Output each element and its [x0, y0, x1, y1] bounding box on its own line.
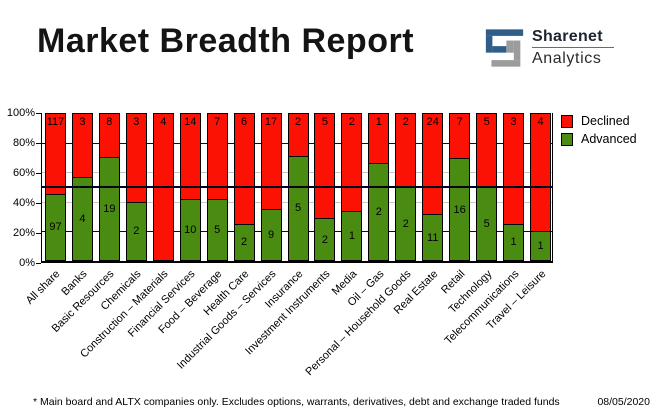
declined-value: 3	[510, 116, 517, 128]
advanced-segment: 1	[504, 223, 524, 260]
legend-label-advanced: Advanced	[581, 132, 637, 146]
footer: * Main board and ALTX companies only. Ex…	[33, 396, 650, 408]
advanced-value: 1	[537, 239, 544, 252]
footnote: * Main board and ALTX companies only. Ex…	[33, 396, 560, 408]
logo-text: Sharenet Analytics	[532, 26, 614, 70]
declined-value: 3	[79, 116, 86, 128]
y-tick	[36, 173, 41, 174]
declined-value: 17	[264, 116, 278, 128]
y-tick	[36, 203, 41, 204]
advanced-value: 2	[402, 218, 409, 230]
report-date: 08/05/2020	[597, 396, 650, 408]
advanced-value: 10	[184, 224, 197, 237]
advanced-value: 16	[453, 203, 466, 216]
advanced-segment: 2	[315, 218, 335, 260]
legend-item-advanced: Advanced	[561, 132, 637, 146]
advanced-value: 97	[49, 221, 62, 234]
advanced-value: 5	[214, 224, 221, 237]
y-label-60pct: 60%	[12, 167, 35, 179]
declined-swatch	[561, 114, 573, 128]
declined-value: 2	[348, 116, 355, 128]
legend-item-declined: Declined	[561, 114, 637, 128]
declined-value: 5	[483, 116, 490, 128]
declined-value: 3	[133, 116, 140, 128]
declined-value: 2	[294, 116, 302, 128]
advanced-segment: 2	[396, 187, 416, 260]
advanced-segment: 2	[126, 201, 146, 260]
declined-value: 117	[46, 116, 65, 128]
y-label-20pct: 20%	[12, 227, 35, 239]
advanced-segment: 10	[180, 199, 200, 260]
advanced-swatch	[561, 132, 573, 146]
advanced-value: 1	[348, 230, 355, 243]
advanced-value: 2	[133, 225, 140, 238]
advanced-segment: 1	[531, 230, 551, 260]
declined-value: 7	[214, 116, 221, 128]
fifty-percent-line	[41, 186, 553, 188]
advanced-value: 19	[103, 203, 116, 216]
declined-value: 5	[321, 116, 328, 128]
advanced-segment: 2	[369, 162, 389, 260]
advanced-value: 2	[241, 236, 248, 249]
y-label-100pct: 100%	[6, 107, 35, 119]
declined-value: 4	[537, 116, 544, 128]
logo-brand-name: Sharenet	[532, 28, 603, 45]
y-tick	[36, 143, 41, 144]
advanced-value: 2	[321, 233, 328, 246]
advanced-value: 2	[375, 205, 382, 218]
advanced-value: 1	[510, 236, 517, 249]
advanced-value: 4	[79, 212, 86, 225]
advanced-value: 11	[427, 231, 439, 244]
y-tick	[36, 263, 41, 264]
sharenet-logo-icon	[485, 29, 524, 67]
advanced-segment: 1	[342, 211, 362, 260]
advanced-segment: 19	[99, 157, 119, 260]
advanced-value: 5	[294, 202, 302, 215]
declined-value: 2	[402, 116, 409, 128]
declined-value: 7	[456, 116, 463, 128]
legend: Declined Advanced	[561, 114, 637, 150]
y-tick	[36, 113, 41, 114]
advanced-value: 9	[267, 229, 275, 242]
advanced-segment: 11	[423, 214, 443, 260]
declined-value: 4	[160, 116, 167, 128]
declined-value: 14	[184, 116, 197, 128]
advanced-segment: 97	[45, 193, 65, 260]
advanced-segment: 5	[207, 199, 227, 260]
legend-label-declined: Declined	[581, 114, 630, 128]
logo-brand-sub: Analytics	[532, 50, 602, 67]
page-title: Market Breadth Report	[37, 22, 415, 60]
advanced-segment: 5	[288, 155, 308, 260]
y-tick	[36, 233, 41, 234]
y-label-80pct: 80%	[12, 137, 35, 149]
y-label-0pct: 0%	[19, 257, 35, 269]
advanced-segment: 2	[234, 223, 254, 260]
advanced-value: 5	[483, 218, 490, 230]
declined-value: 1	[375, 116, 382, 128]
declined-value: 6	[241, 116, 248, 128]
advanced-segment: 4	[72, 176, 92, 260]
advanced-segment: 5	[477, 187, 497, 260]
y-label-40pct: 40%	[12, 197, 35, 209]
declined-value: 8	[106, 116, 113, 128]
logo-divider	[532, 47, 614, 48]
sharenet-logo: Sharenet Analytics	[484, 26, 614, 70]
plot-area: 117 97 3 4 8 19 3 2 4 14 10 7 5 6 2 17 9 2 5 5 2 2 1 1 2 2 2 24 11 7 1…	[41, 113, 553, 263]
declined-value: 24	[426, 116, 439, 128]
advanced-segment: 16	[450, 158, 470, 260]
advanced-segment: 9	[261, 209, 281, 260]
